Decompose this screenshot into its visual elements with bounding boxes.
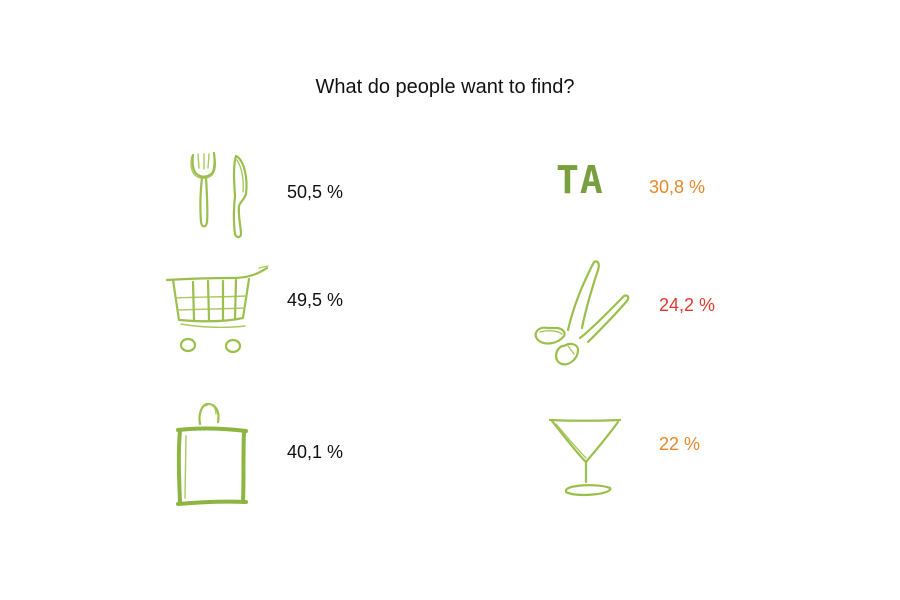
ta-logo-icon: TA: [556, 158, 604, 202]
value-label-shopping: 49,5 %: [287, 290, 344, 310]
shopping-cart-icon: [163, 262, 273, 357]
fork-knife-icon: [186, 150, 256, 240]
shopping-bag-icon: [166, 398, 256, 513]
cocktail-glass-icon: [546, 416, 626, 501]
value-label-services: 24,2 %: [659, 295, 716, 315]
value-label-bars: 22 %: [659, 434, 701, 454]
chart-title: What do people want to find?: [315, 76, 575, 98]
scissors-icon: [528, 258, 638, 378]
value-label-restaurants: 50,5 %: [287, 182, 344, 202]
value-label-shops: 40,1 %: [287, 442, 344, 462]
value-label-tourist-attractions: 30,8 %: [649, 177, 706, 197]
